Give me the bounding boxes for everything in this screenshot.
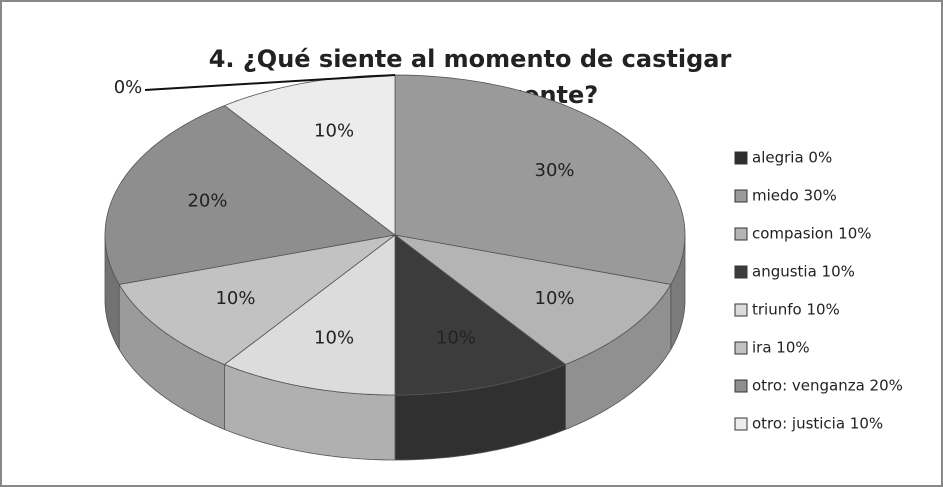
legend-swatch — [734, 189, 748, 203]
legend-swatch — [734, 151, 748, 165]
data-label: 20% — [187, 190, 227, 211]
legend-label: angustia 10% — [752, 263, 855, 281]
data-label: 10% — [314, 121, 354, 142]
legend-swatch — [734, 379, 748, 393]
data-label: 10% — [535, 288, 575, 309]
legend-label: triunfo 10% — [752, 301, 840, 319]
data-label: 10% — [436, 327, 476, 348]
slice — [118, 234, 396, 365]
legend-label: otro: justicia 10% — [752, 415, 883, 433]
legend-label: ira 10% — [752, 339, 810, 357]
slice — [394, 74, 686, 285]
legend-label: miedo 30% — [752, 187, 837, 205]
slice — [104, 105, 396, 285]
slice — [394, 234, 567, 396]
legend-label: compasion 10% — [752, 225, 872, 243]
slice — [223, 234, 396, 396]
slice — [394, 234, 672, 365]
data-label: 30% — [535, 160, 575, 181]
data-label: 0% — [114, 77, 143, 98]
leader-line — [144, 74, 396, 91]
legend-swatch — [734, 265, 748, 279]
data-label: 10% — [215, 288, 255, 309]
legend-swatch — [734, 227, 748, 241]
data-label: 10% — [314, 327, 354, 348]
legend-label: alegria 0% — [752, 149, 832, 167]
legend-swatch — [734, 341, 748, 355]
legend-swatch — [734, 303, 748, 317]
legend-swatch — [734, 417, 748, 431]
legend-label: otro: venganza 20% — [752, 377, 903, 395]
